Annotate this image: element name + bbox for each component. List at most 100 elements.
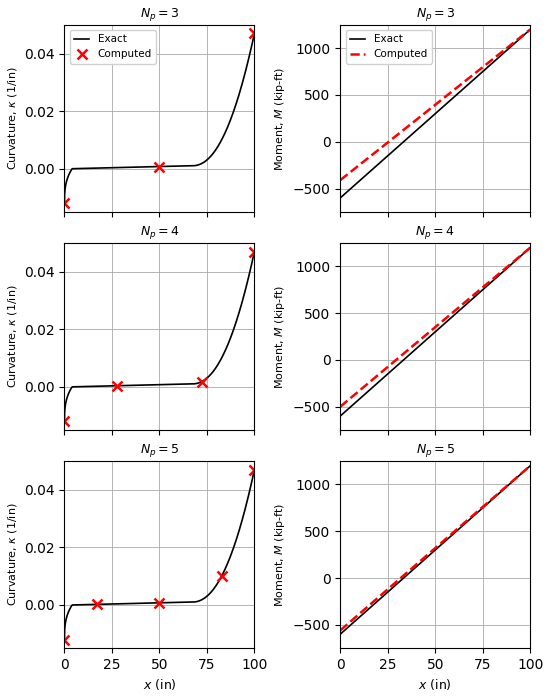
Computed — [114, 382, 120, 390]
Y-axis label: Moment, $M$ (kip-ft): Moment, $M$ (kip-ft) — [273, 503, 287, 607]
X-axis label: $x$ (in): $x$ (in) — [143, 678, 176, 692]
Computed — [94, 600, 100, 609]
Exact — [61, 417, 68, 426]
Y-axis label: Moment, $M$ (kip-ft): Moment, $M$ (kip-ft) — [273, 284, 287, 389]
Computed — [156, 163, 163, 171]
Computed — [251, 466, 257, 474]
Exact — [154, 163, 160, 171]
Computed — [337, 626, 344, 634]
Computed — [527, 461, 534, 470]
Line: Computed: Computed — [340, 466, 530, 630]
Exact — [429, 548, 436, 556]
Line: Exact: Exact — [64, 470, 254, 639]
Title: $N_p = 4$: $N_p = 4$ — [139, 223, 180, 241]
Computed — [199, 378, 205, 386]
Computed — [522, 466, 528, 475]
Exact — [154, 380, 160, 389]
Y-axis label: Curvature, $\kappa$ (1/in): Curvature, $\kappa$ (1/in) — [5, 66, 19, 170]
Exact — [71, 165, 77, 173]
Exact — [251, 466, 257, 474]
Computed — [522, 29, 528, 38]
Line: Computed: Computed — [60, 29, 259, 208]
Exact — [154, 599, 160, 607]
Exact — [251, 29, 257, 38]
Computed — [424, 107, 431, 115]
Exact — [337, 193, 344, 202]
Exact — [486, 279, 493, 288]
Exact — [347, 403, 354, 412]
Computed — [61, 635, 68, 644]
Exact — [424, 334, 431, 343]
Exact — [337, 630, 344, 639]
Y-axis label: Moment, $M$ (kip-ft): Moment, $M$ (kip-ft) — [273, 66, 287, 170]
Exact — [522, 248, 528, 257]
Computed — [424, 329, 431, 338]
Computed — [522, 248, 528, 256]
Exact — [71, 601, 77, 609]
Computed — [522, 30, 528, 38]
Title: $N_p = 3$: $N_p = 3$ — [139, 6, 179, 22]
Computed — [522, 248, 528, 256]
Computed — [251, 247, 257, 255]
Title: $N_p = 3$: $N_p = 3$ — [416, 6, 455, 22]
Computed — [156, 599, 163, 607]
Line: Computed: Computed — [60, 465, 259, 644]
Exact — [527, 25, 534, 34]
Computed — [486, 277, 493, 285]
Exact — [245, 54, 252, 62]
Exact — [148, 380, 155, 389]
Exact — [429, 330, 436, 339]
Exact — [527, 244, 534, 252]
Title: $N_p = 5$: $N_p = 5$ — [139, 442, 179, 459]
Exact — [429, 112, 436, 120]
Computed — [251, 29, 257, 38]
Exact — [148, 163, 155, 171]
Line: Exact: Exact — [340, 29, 530, 198]
Line: Computed: Computed — [60, 246, 259, 426]
Computed — [219, 572, 225, 580]
Exact — [71, 383, 77, 391]
Computed — [486, 496, 493, 505]
Exact — [486, 61, 493, 70]
Computed — [347, 168, 354, 177]
Line: Computed: Computed — [340, 29, 530, 180]
Line: Exact: Exact — [340, 466, 530, 634]
Computed — [429, 103, 436, 111]
Computed — [61, 417, 68, 426]
Y-axis label: Curvature, $\kappa$ (1/in): Curvature, $\kappa$ (1/in) — [5, 285, 19, 388]
Computed — [527, 25, 534, 34]
Exact — [245, 54, 252, 62]
Exact — [522, 30, 528, 38]
Y-axis label: Curvature, $\kappa$ (1/in): Curvature, $\kappa$ (1/in) — [5, 503, 19, 607]
Exact — [527, 461, 534, 470]
Exact — [148, 599, 155, 607]
Line: Computed: Computed — [340, 248, 530, 407]
Exact — [251, 247, 257, 255]
Exact — [522, 466, 528, 475]
Exact — [245, 490, 252, 498]
Line: Exact: Exact — [340, 248, 530, 416]
Exact — [424, 117, 431, 125]
Computed — [522, 466, 528, 475]
Computed — [429, 546, 436, 554]
Exact — [522, 248, 528, 257]
Exact — [245, 272, 252, 281]
Line: Exact: Exact — [64, 34, 254, 203]
Exact — [61, 199, 68, 207]
Computed — [347, 394, 354, 403]
Line: Exact: Exact — [64, 251, 254, 422]
Exact — [486, 498, 493, 506]
Exact — [347, 185, 354, 193]
Exact — [424, 553, 431, 561]
Computed — [486, 57, 493, 66]
Title: $N_p = 4$: $N_p = 4$ — [416, 223, 455, 241]
Computed — [347, 618, 354, 626]
Exact — [337, 412, 344, 420]
Exact — [61, 635, 68, 644]
Legend: Exact, Computed: Exact, Computed — [345, 30, 432, 64]
Legend: Exact, Computed: Exact, Computed — [70, 30, 156, 64]
X-axis label: $x$ (in): $x$ (in) — [418, 678, 452, 692]
Exact — [347, 621, 354, 630]
Computed — [337, 176, 344, 184]
Computed — [429, 325, 436, 334]
